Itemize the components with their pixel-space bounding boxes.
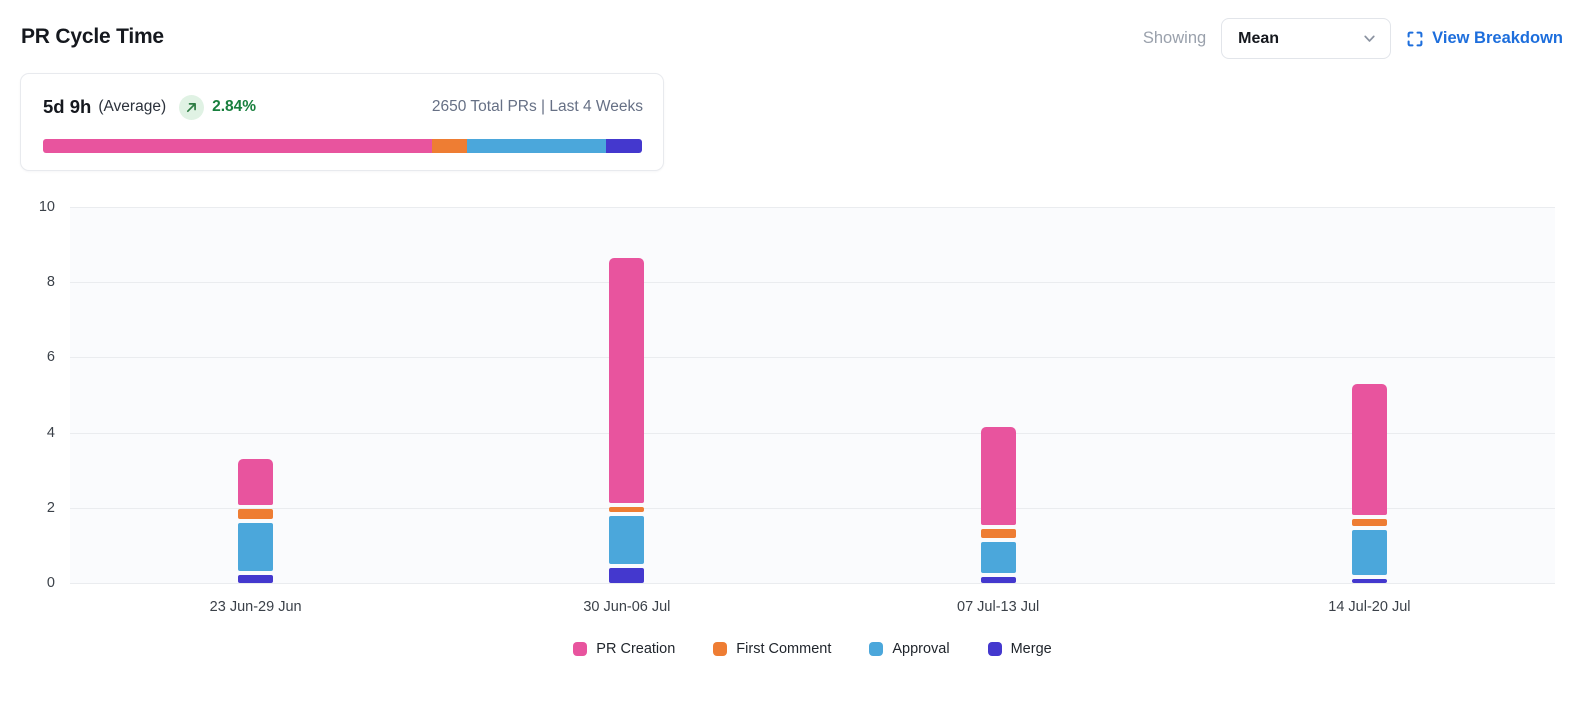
x-axis-label: 07 Jul-13 Jul <box>957 599 1040 615</box>
bar-segment-merge[interactable] <box>1351 579 1387 583</box>
bar-segment-approval[interactable] <box>609 515 645 565</box>
view-breakdown-label: View Breakdown <box>1432 29 1563 47</box>
gridline <box>70 507 1555 509</box>
average-cycle-time-value: 5d 9h <box>43 96 92 117</box>
gridline <box>70 583 1555 584</box>
metric-dropdown[interactable]: Mean <box>1221 18 1392 59</box>
bar-segment-pr-creation[interactable] <box>238 458 274 505</box>
gridline <box>70 357 1555 359</box>
distribution-segment <box>432 139 468 153</box>
trend-percentage: 2.84% <box>212 98 257 115</box>
header-controls: Showing Mean View Breakdown <box>1143 18 1563 59</box>
distribution-segment <box>43 139 433 153</box>
legend-label: PR Creation <box>596 641 676 657</box>
bar-segment-pr-creation[interactable] <box>1351 383 1387 516</box>
summary-card: 5d 9h (Average) 2.84% 2650 Total PRs | L… <box>20 73 664 171</box>
bar-segment-approval[interactable] <box>1351 529 1387 576</box>
bar-segment-pr-creation[interactable] <box>980 426 1016 526</box>
legend-item-approval[interactable]: Approval <box>869 641 950 657</box>
bar-segment-approval[interactable] <box>980 541 1016 574</box>
bar-segment-first-comment[interactable] <box>980 529 1016 538</box>
legend-item-first-comment[interactable]: First Comment <box>713 641 831 657</box>
legend-item-merge[interactable]: Merge <box>987 641 1052 657</box>
legend-swatch <box>987 642 1002 656</box>
y-axis-label: 8 <box>46 274 55 291</box>
bar-segment-merge[interactable] <box>238 574 274 583</box>
trend-up-icon <box>179 94 205 120</box>
legend-item-pr-creation[interactable]: PR Creation <box>573 641 675 657</box>
chart-legend: PR Creation First Comment Approval Merge <box>70 641 1555 657</box>
expand-icon <box>1406 30 1424 48</box>
view-breakdown-link[interactable]: View Breakdown <box>1406 29 1563 48</box>
showing-label: Showing <box>1142 29 1207 47</box>
chevron-down-icon <box>1362 31 1377 46</box>
y-axis-label: 10 <box>38 199 55 215</box>
bar-segment-approval[interactable] <box>238 522 274 571</box>
y-axis-label: 0 <box>46 575 55 591</box>
legend-label: Merge <box>1010 641 1052 657</box>
legend-label: First Comment <box>736 641 832 657</box>
bar-segment-pr-creation[interactable] <box>609 257 645 503</box>
gridline <box>70 432 1555 434</box>
x-axis-label: 23 Jun-29 Jun <box>209 599 302 615</box>
x-axis-label: 30 Jun-06 Jul <box>583 599 671 615</box>
bar-segment-first-comment[interactable] <box>609 506 645 512</box>
distribution-segment <box>467 139 607 153</box>
x-axis-label: 14 Jul-20 Jul <box>1328 599 1411 615</box>
legend-swatch <box>573 642 588 656</box>
y-axis-label: 4 <box>46 424 55 441</box>
distribution-segment <box>606 139 642 153</box>
legend-label: Approval <box>892 641 950 657</box>
cycle-time-distribution-bar <box>43 139 642 153</box>
y-axis-label: 2 <box>46 499 55 516</box>
bar-segment-first-comment[interactable] <box>1351 519 1387 526</box>
chart-plot-area <box>70 207 1555 584</box>
bar-segment-merge[interactable] <box>980 577 1016 583</box>
summary-meta: 2650 Total PRs | Last 4 Weeks <box>431 98 643 115</box>
bar-segment-merge[interactable] <box>609 568 645 583</box>
page-title: PR Cycle Time <box>21 25 164 48</box>
y-axis-label: 6 <box>46 349 55 366</box>
bar-segment-first-comment[interactable] <box>238 508 274 519</box>
gridline <box>70 282 1555 284</box>
legend-swatch <box>713 642 728 656</box>
gridline <box>70 207 1555 208</box>
average-label: (Average) <box>98 98 167 115</box>
metric-dropdown-value: Mean <box>1238 29 1280 47</box>
legend-swatch <box>869 642 884 656</box>
